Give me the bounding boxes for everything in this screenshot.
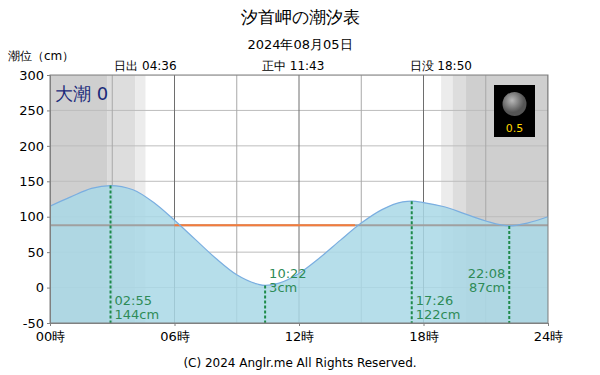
x-tick-label: 00時 <box>36 329 66 344</box>
extreme-level-label: 87cm <box>469 280 505 295</box>
y-tick-mark <box>47 110 50 111</box>
x-tick: 24時 <box>534 323 564 344</box>
y-tick-label: 0 <box>36 280 44 295</box>
y-tick-mark <box>47 288 50 289</box>
y-tick: 250 <box>19 103 50 118</box>
y-tick-mark <box>47 217 50 218</box>
y-tick: 200 <box>19 139 50 154</box>
x-tick-mark <box>548 323 549 326</box>
x-grid-line <box>50 75 51 323</box>
x-tick: 18時 <box>409 323 439 344</box>
extreme-time-label: 10:22 <box>269 266 306 281</box>
x-tick-label: 18時 <box>409 329 439 344</box>
title: 汐首岬の潮汐表 <box>241 7 360 27</box>
tide-area <box>50 186 548 323</box>
tide-type-badge: 大潮 0 <box>55 83 108 104</box>
x-tick-mark <box>50 323 51 326</box>
y-tick-mark <box>47 252 50 253</box>
extreme-time-label: 17:26 <box>416 293 453 308</box>
sun-event-label: 日没 18:50 <box>410 59 472 73</box>
y-tick-mark <box>47 323 50 324</box>
moon-icon: 0.5 <box>494 85 535 137</box>
y-tick-label: 150 <box>19 174 44 189</box>
y-tick-label: 200 <box>19 139 44 154</box>
y-tick-mark <box>47 146 50 147</box>
x-tick: 12時 <box>285 323 315 344</box>
reference-line <box>175 224 356 226</box>
extreme-level-label: 144cm <box>115 307 160 322</box>
moon-disc <box>503 92 527 116</box>
y-tick-label: 250 <box>19 103 44 118</box>
sun-event-label: 正中 11:43 <box>262 59 324 73</box>
extreme-level-label: 3cm <box>269 280 297 295</box>
tide-line <box>50 186 548 286</box>
y-tick: 0 <box>36 280 50 295</box>
chart-svg: -5005010015020025030000時06時12時18時24時汐首岬の… <box>0 0 600 375</box>
extreme-marker <box>411 201 413 323</box>
y-tick-mark <box>47 181 50 182</box>
sun-event-label: 日出 04:36 <box>114 59 176 73</box>
y-tick: 150 <box>19 174 50 189</box>
plot-background <box>50 75 548 323</box>
plot-area <box>50 75 548 323</box>
x-tick: 00時 <box>36 323 66 344</box>
extreme-level-label: 122cm <box>416 307 461 322</box>
y-axis-line <box>50 76 51 324</box>
extreme-marker <box>508 226 510 323</box>
x-tick: 06時 <box>160 323 190 344</box>
y-tick-mark <box>47 75 50 76</box>
x-tick-label: 06時 <box>160 329 190 344</box>
x-tick-label: 12時 <box>285 329 315 344</box>
x-tick-mark <box>175 323 176 326</box>
subtitle: 2024年08月05日 <box>247 37 352 52</box>
extreme-marker <box>110 186 112 323</box>
plot-frame <box>50 75 548 323</box>
y-tick-label: 300 <box>19 68 44 83</box>
x-tick-label: 24時 <box>534 329 564 344</box>
chart-root: -5005010015020025030000時06時12時18時24時汐首岬の… <box>0 0 600 375</box>
x-tick-mark <box>299 323 300 326</box>
y-tick-label: 50 <box>27 245 44 260</box>
y-axis: -50050100150200250300 <box>19 68 50 331</box>
y-axis-title: 潮位（cm） <box>8 49 74 63</box>
y-tick: 50 <box>27 245 50 260</box>
x-axis: 00時 06時 12時 18時 24時 <box>36 323 564 344</box>
copyright: (C) 2024 Anglr.me All Rights Reserved. <box>183 356 416 370</box>
x-tick-mark <box>424 323 425 326</box>
y-tick-label: 100 <box>19 209 44 224</box>
moon-background <box>494 85 535 137</box>
y-tick: 300 <box>19 68 50 83</box>
extreme-marker <box>264 285 266 323</box>
y-tick: 100 <box>19 209 50 224</box>
extreme-time-label: 02:55 <box>115 293 152 308</box>
mean-level-line <box>50 224 548 226</box>
moon-age-label: 0.5 <box>506 122 524 135</box>
extreme-time-label: 22:08 <box>468 266 505 281</box>
